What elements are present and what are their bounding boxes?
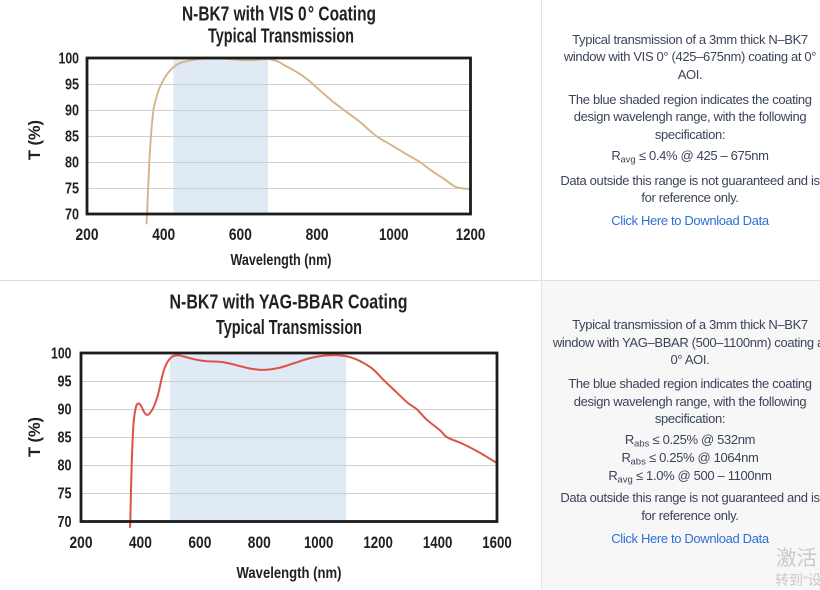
svg-text:1000: 1000: [304, 534, 334, 552]
svg-text:1200: 1200: [456, 226, 486, 244]
svg-text:N-BK7 with VIS 0 ° Coating: N-BK7 with VIS 0 ° Coating: [182, 4, 376, 26]
svg-text:Wavelength (nm): Wavelength (nm): [237, 565, 342, 582]
svg-text:400: 400: [152, 226, 175, 244]
svg-text:95: 95: [65, 76, 79, 93]
svg-text:200: 200: [76, 226, 99, 244]
svg-text:70: 70: [65, 206, 79, 223]
svg-text:1000: 1000: [379, 226, 409, 244]
svg-text:1200: 1200: [363, 534, 393, 552]
svg-text:75: 75: [65, 180, 79, 197]
svg-text:95: 95: [58, 373, 72, 390]
svg-text:85: 85: [65, 128, 79, 145]
svg-text:T (%): T (%): [25, 120, 44, 160]
svg-text:1400: 1400: [423, 534, 453, 552]
svg-text:800: 800: [306, 226, 329, 244]
svg-text:Wavelength (nm): Wavelength (nm): [231, 252, 332, 269]
svg-text:200: 200: [70, 534, 93, 552]
svg-text:Typical Transmission: Typical Transmission: [216, 317, 362, 339]
svg-text:600: 600: [188, 534, 211, 552]
svg-text:80: 80: [58, 458, 72, 475]
svg-text:N-BK7 with YAG-BBAR Coating: N-BK7 with YAG-BBAR Coating: [170, 292, 408, 314]
svg-text:100: 100: [59, 50, 80, 67]
svg-text:70: 70: [58, 514, 72, 531]
svg-text:75: 75: [58, 486, 72, 503]
svg-text:Typical Transmission: Typical Transmission: [208, 26, 354, 48]
svg-text:100: 100: [51, 345, 72, 362]
svg-text:80: 80: [65, 154, 79, 171]
svg-text:85: 85: [58, 430, 72, 447]
svg-text:1600: 1600: [482, 534, 512, 552]
svg-text:90: 90: [65, 102, 79, 119]
svg-text:400: 400: [129, 534, 152, 552]
svg-text:90: 90: [58, 402, 72, 419]
svg-text:T (%): T (%): [25, 417, 44, 457]
svg-text:800: 800: [248, 534, 271, 552]
svg-text:600: 600: [229, 226, 252, 244]
